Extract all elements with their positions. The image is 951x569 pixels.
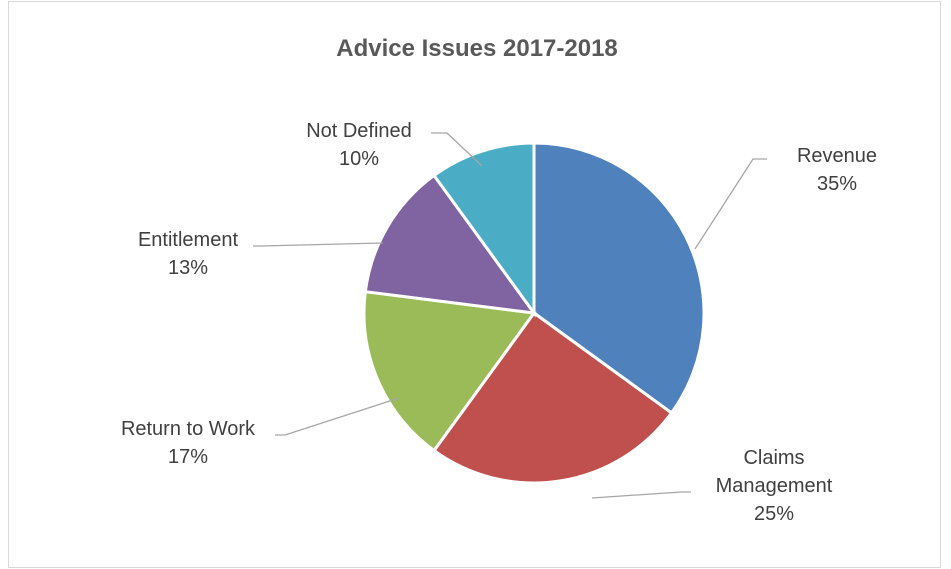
- data-label-return-to-work: Return to Work 17%: [121, 418, 256, 468]
- pie-slice-entitlement: [363, 173, 538, 315]
- pie-chart: Advice Issues 2017-2018 Revenue 35% Claims…: [121, 35, 877, 525]
- pie-slice-claims-management: [431, 310, 674, 485]
- leader-line-entitlement: [253, 242, 384, 247]
- pie-slice-return-to-work: [362, 290, 537, 453]
- data-label-not-defined: Not Defined 10%: [306, 120, 412, 170]
- pie-slice-revenue: [532, 141, 706, 416]
- leader-line-return-to-work: [275, 397, 400, 436]
- data-labels: Revenue 35% Claims Management 25% Return to W…: [121, 120, 877, 525]
- leader-line-claims-management: [591, 491, 691, 499]
- data-label-claims-management: Claims Management 25%: [716, 447, 833, 525]
- chart-title: Advice Issues 2017-2018: [336, 35, 618, 62]
- pie-slices: [362, 141, 706, 485]
- leader-lines: [253, 132, 767, 499]
- pie-slice-not-defined: [431, 141, 536, 318]
- data-label-entitlement: Entitlement 13%: [138, 229, 238, 279]
- chart-area: Advice Issues 2017-2018 Revenue 35% Claims…: [8, 1, 941, 568]
- leader-line-revenue: [694, 158, 767, 250]
- data-label-revenue: Revenue 35%: [797, 145, 877, 195]
- leader-line-not-defined: [431, 132, 483, 167]
